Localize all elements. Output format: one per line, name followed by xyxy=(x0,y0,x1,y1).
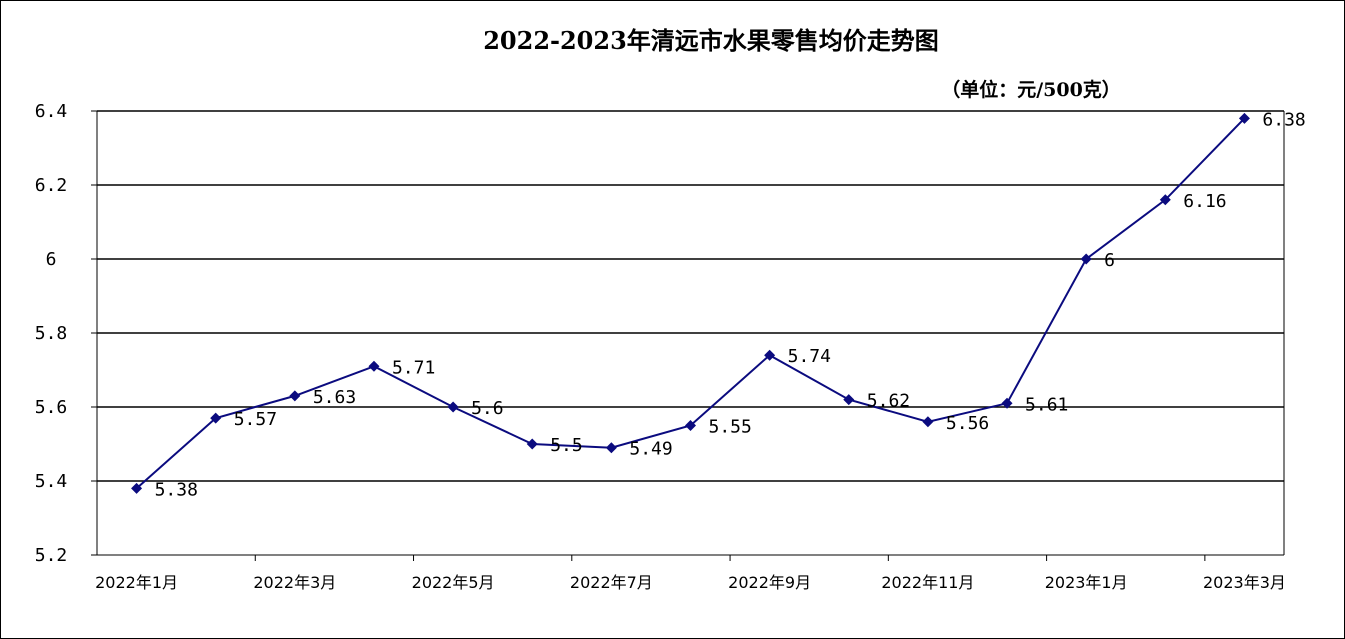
data-label: 5.55 xyxy=(709,417,752,438)
data-point-marker xyxy=(131,482,143,494)
data-labels: 5.38 5.57 5.63 5.71 5.6 5.5 5.49 5.55 5.74 5.62 5.… xyxy=(155,109,1306,500)
data-point-marker xyxy=(210,412,222,424)
data-label: 5.5 xyxy=(550,435,583,456)
x-tick-label: 2022年3月 xyxy=(253,573,336,592)
series-line-group xyxy=(131,112,1250,494)
data-label: 5.49 xyxy=(629,439,672,460)
data-point-marker xyxy=(1159,194,1171,206)
data-point-marker xyxy=(1080,253,1092,265)
data-point-marker xyxy=(764,349,776,361)
data-label: 5.63 xyxy=(313,387,356,408)
data-point-marker xyxy=(685,420,696,431)
data-point-marker xyxy=(922,416,934,428)
gridlines xyxy=(97,110,1284,482)
y-tick-label: 5.6 xyxy=(35,397,68,418)
data-label: 5.71 xyxy=(392,357,435,378)
data-point-marker xyxy=(289,390,301,402)
data-label: 5.61 xyxy=(1025,394,1068,415)
data-label: 5.38 xyxy=(155,479,198,500)
x-axis-ticks: 2022年1月 2022年3月 2022年5月 2022年7月 2022年9月 2022年… xyxy=(95,555,1286,592)
data-label: 5.6 xyxy=(471,398,504,419)
x-tick-label: 2023年1月 xyxy=(1045,573,1128,592)
data-label: 5.62 xyxy=(867,391,910,412)
data-point-marker xyxy=(368,360,380,372)
data-label: 6 xyxy=(1104,250,1115,271)
x-tick-label: 2022年1月 xyxy=(95,573,178,592)
y-tick-label: 5.4 xyxy=(35,471,68,492)
data-point-marker xyxy=(1001,397,1013,409)
series-line xyxy=(135,117,1246,490)
data-point-marker xyxy=(1238,112,1250,124)
y-tick-label: 6.2 xyxy=(35,175,68,196)
data-label: 5.57 xyxy=(234,409,277,430)
y-tick-label: 5.8 xyxy=(35,323,68,344)
data-label: 5.56 xyxy=(946,413,989,434)
chart-title: 2022-2023年清远市水果零售均价走势图 xyxy=(483,26,939,55)
y-tick-label: 6 xyxy=(46,249,57,270)
x-tick-label: 2022年7月 xyxy=(570,573,653,592)
data-label: 6.16 xyxy=(1183,191,1226,212)
data-label: 5.74 xyxy=(788,346,831,367)
data-point-marker xyxy=(447,401,459,413)
data-point-marker xyxy=(605,442,617,454)
x-tick-label: 2023年3月 xyxy=(1203,573,1286,592)
data-label: 6.38 xyxy=(1262,109,1305,130)
x-tick-label: 2022年5月 xyxy=(412,573,495,592)
x-tick-label: 2022年9月 xyxy=(728,573,811,592)
data-point-marker xyxy=(843,394,855,406)
unit-label: （单位：元/500克） xyxy=(941,78,1121,101)
y-tick-label: 5.2 xyxy=(35,545,68,566)
y-axis-ticks: 5.2 5.4 5.6 5.8 6 6.2 6.4 xyxy=(35,101,97,566)
x-tick-label: 2022年11月 xyxy=(881,573,974,592)
y-tick-label: 6.4 xyxy=(35,101,68,122)
data-point-marker xyxy=(526,438,538,450)
